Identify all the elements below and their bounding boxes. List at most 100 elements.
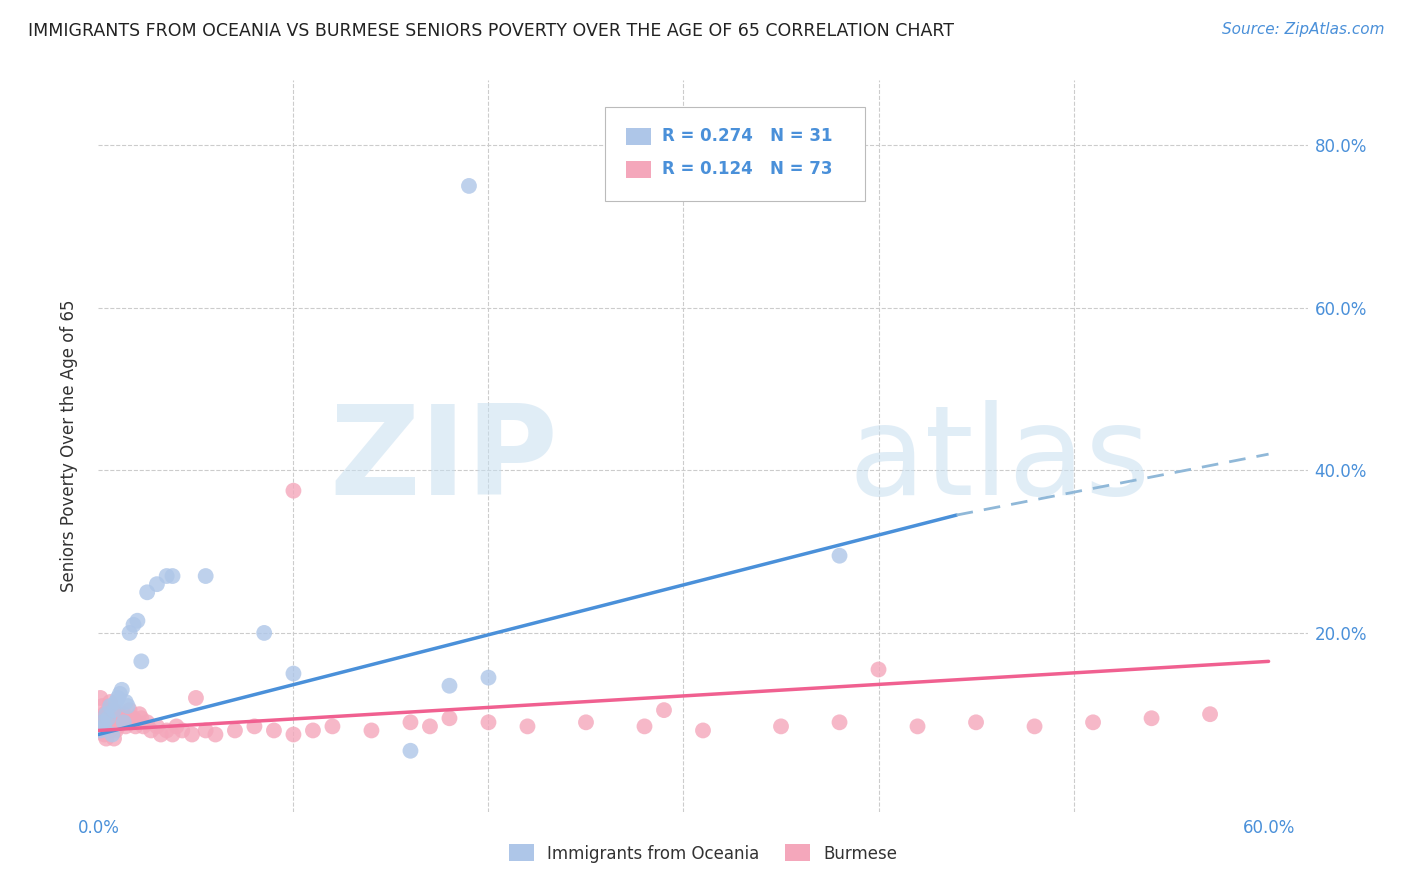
Point [204,727,226,741]
Text: R = 0.124   N = 73: R = 0.124 N = 73 [662,161,832,178]
Point [114,719,136,733]
Point [965,715,987,730]
Point [107,690,129,705]
Point [131,654,153,668]
Point [104,695,127,709]
Point [103,731,125,746]
Point [91,699,114,714]
Point [127,614,149,628]
Point [828,715,851,730]
Point [652,703,675,717]
Point [868,663,890,677]
Point [96,719,118,733]
Point [769,719,792,733]
Point [107,719,129,733]
Point [112,707,135,722]
Point [91,715,114,730]
Point [184,690,207,705]
Point [146,719,169,733]
Point [194,569,217,583]
Point [477,715,499,730]
Point [828,549,851,563]
Point [96,731,118,746]
Point [118,703,141,717]
Point [1081,715,1104,730]
Point [156,723,179,738]
Point [98,723,121,738]
Point [89,723,111,738]
Point [136,715,159,730]
Point [321,719,343,733]
Point [98,699,121,714]
Point [103,703,125,717]
Point [121,715,143,730]
Point [136,585,159,599]
Point [117,699,139,714]
Point [104,723,127,738]
Point [165,719,187,733]
Point [146,577,169,591]
Text: IMMIGRANTS FROM OCEANIA VS BURMESE SENIORS POVERTY OVER THE AGE OF 65 CORRELATIO: IMMIGRANTS FROM OCEANIA VS BURMESE SENIO… [28,22,955,40]
Point [1199,707,1222,722]
Point [111,682,134,697]
Point [283,483,305,498]
Point [101,711,124,725]
Point [283,666,305,681]
Text: Source: ZipAtlas.com: Source: ZipAtlas.com [1222,22,1385,37]
Point [132,719,155,733]
Point [156,569,179,583]
Point [692,723,714,738]
Point [360,723,382,738]
Y-axis label: Seniors Poverty Over the Age of 65: Seniors Poverty Over the Age of 65 [59,300,77,592]
Point [194,723,217,738]
Point [139,723,162,738]
Point [101,719,124,733]
Point [181,727,204,741]
Point [149,727,172,741]
Point [477,671,499,685]
Point [516,719,538,733]
Point [101,727,124,741]
Point [224,723,246,738]
Point [107,707,129,722]
Point [93,719,115,733]
Point [162,727,184,741]
Point [91,719,114,733]
Point [633,719,655,733]
Point [108,715,131,730]
Point [253,626,276,640]
Point [89,723,111,738]
Point [283,727,305,741]
Point [399,715,422,730]
Point [124,719,146,733]
Point [117,711,139,725]
Point [97,711,120,725]
Text: ZIP: ZIP [329,401,558,521]
Point [89,690,111,705]
Point [112,715,135,730]
Point [97,715,120,730]
Point [114,695,136,709]
Point [93,727,115,741]
Point [97,703,120,717]
Point [127,715,149,730]
Point [1140,711,1163,725]
Point [104,715,127,730]
Point [118,626,141,640]
Point [108,687,131,701]
Point [162,569,184,583]
Point [1024,719,1046,733]
Point [96,707,118,722]
Point [302,723,325,738]
Point [458,178,481,193]
Text: atlas: atlas [848,401,1150,521]
Point [419,719,441,733]
Point [122,711,145,725]
Point [91,711,114,725]
Point [122,617,145,632]
Point [98,695,121,709]
Text: R = 0.274   N = 31: R = 0.274 N = 31 [662,128,832,145]
Point [243,719,266,733]
Point [263,723,285,738]
Point [399,744,422,758]
